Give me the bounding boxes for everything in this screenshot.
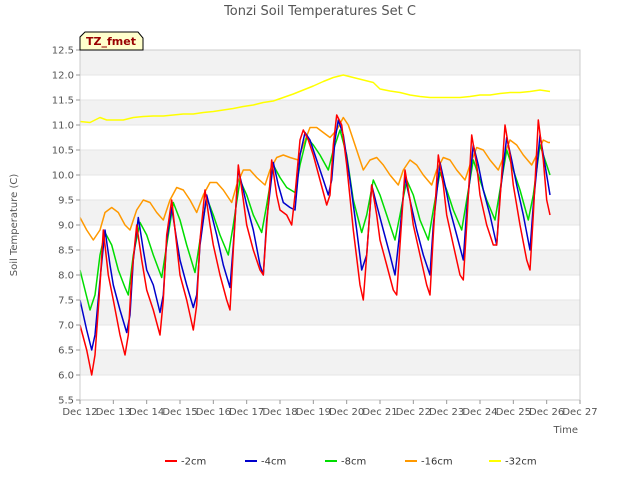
x-tick-label: Dec 14 bbox=[129, 407, 164, 418]
site-badge-label: TZ_fmet bbox=[86, 35, 136, 48]
x-tick-label: Dec 22 bbox=[396, 407, 431, 418]
x-tick-label: Dec 27 bbox=[562, 407, 597, 418]
y-tick-label: 5.5 bbox=[58, 396, 74, 407]
grid-band bbox=[80, 200, 580, 225]
legend: -2cm -4cm -8cm -16cm -32cm bbox=[165, 457, 537, 468]
x-tick-label: Dec 25 bbox=[496, 407, 531, 418]
legend-label: -2cm bbox=[181, 457, 206, 468]
x-tick-label: Dec 18 bbox=[262, 407, 297, 418]
x-tick-label: Dec 17 bbox=[229, 407, 264, 418]
grid-band bbox=[80, 250, 580, 275]
y-tick-label: 6.5 bbox=[58, 346, 74, 357]
x-tick-label: Dec 26 bbox=[529, 407, 564, 418]
x-tick-label: Dec 13 bbox=[96, 407, 131, 418]
x-tick-label: Dec 23 bbox=[429, 407, 464, 418]
legend-label: -16cm bbox=[421, 457, 453, 468]
y-tick-label: 6.0 bbox=[58, 371, 74, 382]
y-tick-label: 9.0 bbox=[58, 221, 74, 232]
y-tick-label: 7.0 bbox=[58, 321, 74, 332]
y-tick-label: 10.5 bbox=[52, 146, 74, 157]
site-badge: TZ_fmet bbox=[79, 31, 144, 51]
y-axis-title: Soil Temperature (C) bbox=[9, 174, 20, 277]
x-tick-label: Dec 12 bbox=[62, 407, 97, 418]
x-tick-label: Dec 15 bbox=[162, 407, 197, 418]
series-line-16cmcm bbox=[79, 116, 550, 241]
series-line-32cmcm bbox=[79, 74, 551, 124]
y-tick-label: 7.5 bbox=[58, 296, 74, 307]
x-tick-label: Dec 21 bbox=[362, 407, 397, 418]
legend-label: -4cm bbox=[261, 457, 286, 468]
x-axis-title: Time bbox=[553, 425, 578, 436]
x-tick-label: Dec 19 bbox=[296, 407, 331, 418]
grid-band bbox=[80, 50, 580, 75]
y-tick-label: 9.5 bbox=[58, 196, 74, 207]
grid-band bbox=[80, 100, 580, 125]
y-axis-ticks: 5.5 6.0 6.5 7.0 7.5 8.0 8.5 9.0 9.5 10.0 10.5 11.0 1… bbox=[52, 46, 80, 407]
chart-title: Tonzi Soil Temperatures Set C bbox=[223, 4, 416, 19]
y-tick-label: 12.0 bbox=[52, 71, 74, 82]
y-tick-label: 11.5 bbox=[52, 96, 74, 107]
y-tick-label: 12.5 bbox=[52, 46, 74, 57]
grid-band bbox=[80, 300, 580, 325]
grid bbox=[80, 49, 580, 401]
grid-band bbox=[80, 350, 580, 375]
y-tick-label: 8.0 bbox=[58, 271, 74, 282]
x-tick-label: Dec 24 bbox=[462, 407, 497, 418]
y-tick-label: 10.0 bbox=[52, 171, 74, 182]
legend-label: -32cm bbox=[505, 457, 537, 468]
y-tick-label: 8.5 bbox=[58, 246, 74, 257]
series-line-2cmcm bbox=[79, 114, 551, 376]
y-tick-label: 11.0 bbox=[52, 121, 74, 132]
legend-label: -8cm bbox=[341, 457, 366, 468]
x-tick-label: Dec 20 bbox=[329, 407, 364, 418]
series-layer bbox=[79, 74, 551, 376]
x-tick-label: Dec 16 bbox=[196, 407, 231, 418]
